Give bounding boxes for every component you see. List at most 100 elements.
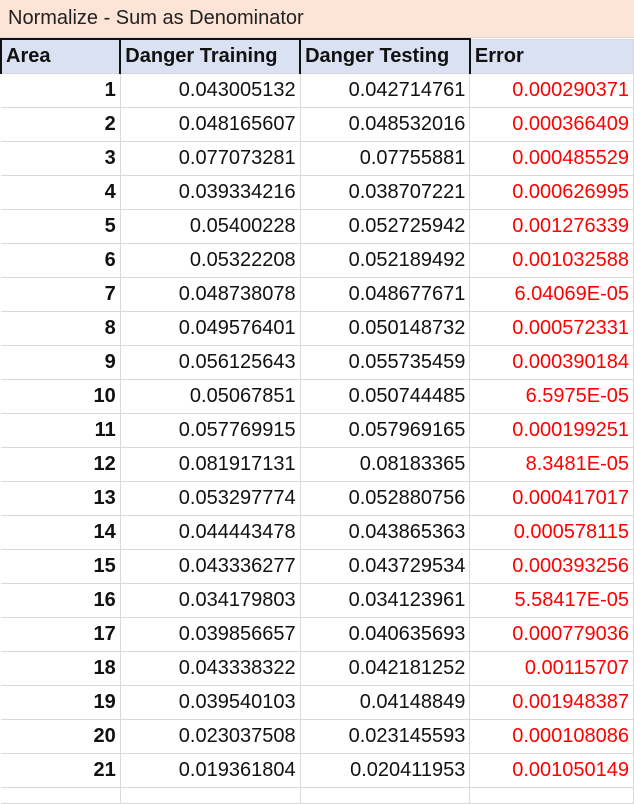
error-cell[interactable]: 0.001948387: [469, 685, 634, 720]
danger-testing-cell[interactable]: 0.052725942: [300, 209, 471, 244]
empty-cell[interactable]: [1, 787, 121, 804]
table-row: 15 0.043336277 0.043729534 0.000393256: [1, 549, 634, 584]
area-cell[interactable]: 10: [1, 379, 121, 414]
area-cell[interactable]: 12: [1, 447, 121, 482]
error-cell[interactable]: 0.001276339: [469, 209, 634, 244]
danger-training-cell[interactable]: 0.049576401: [120, 311, 301, 346]
danger-training-cell[interactable]: 0.044443478: [120, 515, 301, 550]
table-row: 18 0.043338322 0.042181252 0.00115707: [1, 651, 634, 686]
danger-training-cell[interactable]: 0.05322208: [120, 243, 301, 278]
danger-testing-cell[interactable]: 0.034123961: [300, 583, 471, 618]
danger-testing-cell[interactable]: 0.04148849: [300, 685, 471, 720]
danger-training-cell[interactable]: 0.057769915: [120, 413, 301, 448]
danger-training-cell[interactable]: 0.05400228: [120, 209, 301, 244]
area-cell[interactable]: 18: [1, 651, 121, 686]
error-cell[interactable]: 6.04069E-05: [469, 277, 634, 312]
empty-cell[interactable]: [120, 787, 301, 804]
title-cell[interactable]: Normalize - Sum as Denominator: [0, 0, 634, 38]
danger-testing-cell[interactable]: 0.043865363: [300, 515, 471, 550]
empty-cell[interactable]: [300, 787, 471, 804]
error-cell[interactable]: 0.000572331: [469, 311, 634, 346]
area-cell[interactable]: 19: [1, 685, 121, 720]
danger-testing-cell[interactable]: 0.057969165: [300, 413, 471, 448]
area-cell[interactable]: 11: [1, 413, 121, 448]
area-cell[interactable]: 8: [1, 311, 121, 346]
danger-training-cell[interactable]: 0.043005132: [120, 73, 301, 108]
danger-training-cell[interactable]: 0.081917131: [120, 447, 301, 482]
danger-training-cell[interactable]: 0.043338322: [120, 651, 301, 686]
error-cell[interactable]: 0.000108086: [469, 719, 634, 754]
area-cell[interactable]: 1: [1, 73, 121, 108]
danger-testing-cell[interactable]: 0.052189492: [300, 243, 471, 278]
area-cell[interactable]: 15: [1, 549, 121, 584]
error-cell[interactable]: 0.000578115: [469, 515, 634, 550]
danger-testing-cell[interactable]: 0.052880756: [300, 481, 471, 516]
danger-testing-cell[interactable]: 0.020411953: [300, 753, 471, 788]
danger-testing-cell[interactable]: 0.043729534: [300, 549, 471, 584]
table-row: 7 0.048738078 0.048677671 6.04069E-05: [1, 277, 634, 312]
error-cell[interactable]: 0.000290371: [469, 73, 634, 108]
area-cell[interactable]: 21: [1, 753, 121, 788]
danger-testing-cell[interactable]: 0.050744485: [300, 379, 471, 414]
danger-training-cell[interactable]: 0.05067851: [120, 379, 301, 414]
danger-training-cell[interactable]: 0.039334216: [120, 175, 301, 210]
header-danger-training[interactable]: Danger Training: [119, 38, 301, 74]
area-cell[interactable]: 17: [1, 617, 121, 652]
area-cell[interactable]: 5: [1, 209, 121, 244]
danger-testing-cell[interactable]: 0.048677671: [300, 277, 471, 312]
area-cell[interactable]: 16: [1, 583, 121, 618]
danger-testing-cell[interactable]: 0.048532016: [300, 107, 471, 142]
danger-training-cell[interactable]: 0.039856657: [120, 617, 301, 652]
danger-training-cell[interactable]: 0.053297774: [120, 481, 301, 516]
danger-training-cell[interactable]: 0.056125643: [120, 345, 301, 380]
danger-training-cell[interactable]: 0.019361804: [120, 753, 301, 788]
danger-training-cell[interactable]: 0.077073281: [120, 141, 301, 176]
error-cell[interactable]: 0.000393256: [469, 549, 634, 584]
danger-testing-cell[interactable]: 0.042181252: [300, 651, 471, 686]
table-row: 21 0.019361804 0.020411953 0.001050149: [1, 753, 634, 788]
danger-testing-cell[interactable]: 0.042714761: [300, 73, 471, 108]
header-error[interactable]: Error: [468, 38, 634, 74]
error-cell[interactable]: 0.000366409: [469, 107, 634, 142]
header-row: Area Danger Training Danger Testing Erro…: [0, 38, 634, 74]
danger-testing-cell[interactable]: 0.023145593: [300, 719, 471, 754]
area-cell[interactable]: 13: [1, 481, 121, 516]
danger-testing-cell[interactable]: 0.055735459: [300, 345, 471, 380]
error-cell[interactable]: 0.000199251: [469, 413, 634, 448]
danger-training-cell[interactable]: 0.039540103: [120, 685, 301, 720]
error-cell[interactable]: 0.000417017: [469, 481, 634, 516]
area-cell[interactable]: 14: [1, 515, 121, 550]
danger-testing-cell[interactable]: 0.038707221: [300, 175, 471, 210]
empty-cell[interactable]: [469, 787, 634, 804]
danger-testing-cell[interactable]: 0.07755881: [300, 141, 471, 176]
area-cell[interactable]: 6: [1, 243, 121, 278]
error-cell[interactable]: 6.5975E-05: [469, 379, 634, 414]
danger-training-cell[interactable]: 0.048738078: [120, 277, 301, 312]
area-cell[interactable]: 9: [1, 345, 121, 380]
error-cell[interactable]: 0.000485529: [469, 141, 634, 176]
danger-testing-cell[interactable]: 0.040635693: [300, 617, 471, 652]
area-cell[interactable]: 4: [1, 175, 121, 210]
header-danger-testing[interactable]: Danger Testing: [299, 38, 471, 74]
error-cell[interactable]: 0.000626995: [469, 175, 634, 210]
error-cell[interactable]: 0.001050149: [469, 753, 634, 788]
error-cell[interactable]: 0.00115707: [469, 651, 634, 686]
error-cell[interactable]: 0.000390184: [469, 345, 634, 380]
error-cell[interactable]: 0.000779036: [469, 617, 634, 652]
area-cell[interactable]: 3: [1, 141, 121, 176]
area-cell[interactable]: 2: [1, 107, 121, 142]
error-cell[interactable]: 5.58417E-05: [469, 583, 634, 618]
danger-testing-cell[interactable]: 0.050148732: [300, 311, 471, 346]
area-cell[interactable]: 7: [1, 277, 121, 312]
area-cell[interactable]: 20: [1, 719, 121, 754]
danger-training-cell[interactable]: 0.043336277: [120, 549, 301, 584]
danger-training-cell[interactable]: 0.048165607: [120, 107, 301, 142]
danger-testing-cell[interactable]: 0.08183365: [300, 447, 471, 482]
error-cell[interactable]: 0.001032588: [469, 243, 634, 278]
table-row: 17 0.039856657 0.040635693 0.000779036: [1, 617, 634, 652]
danger-training-cell[interactable]: 0.034179803: [120, 583, 301, 618]
error-cell[interactable]: 8.3481E-05: [469, 447, 634, 482]
danger-training-cell[interactable]: 0.023037508: [120, 719, 301, 754]
table-row: 5 0.05400228 0.052725942 0.001276339: [1, 209, 634, 244]
header-area[interactable]: Area: [0, 38, 121, 74]
